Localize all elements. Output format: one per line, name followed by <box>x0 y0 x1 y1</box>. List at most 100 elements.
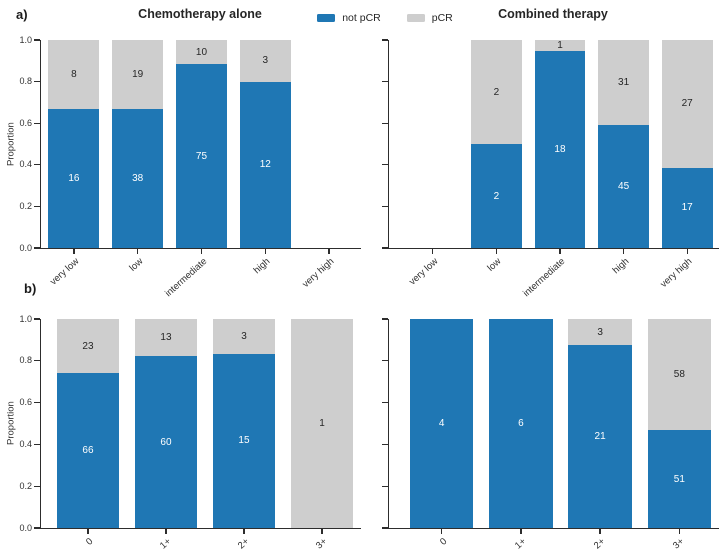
x-tick <box>328 248 330 254</box>
x-tick-label: 3+ <box>313 536 330 551</box>
bar-intermediate: 10 75 <box>175 40 227 248</box>
legend-swatch-pcr <box>406 14 425 22</box>
legend-item-pcr: pCR <box>406 12 453 24</box>
segment-not-pcr: 66 <box>56 373 120 528</box>
x-tick <box>440 528 443 534</box>
plot-chemotherapy-risk-groups: 0.0 0.2 0.4 0.6 0.8 1.0 Proportion very low 8 16 l… <box>6 35 361 299</box>
x-tick <box>495 248 498 254</box>
segment-pcr: 31 <box>598 40 650 125</box>
legend: not pCR pCR <box>295 12 475 24</box>
segment-pcr: 23 <box>56 319 120 373</box>
x-tick <box>243 528 245 534</box>
bar-high: 31 45 <box>598 40 650 248</box>
bar-very-high: 27 17 <box>661 40 713 248</box>
y-axis-title: Proportion <box>5 401 17 446</box>
x-tick <box>678 528 681 534</box>
x-tick-label: high <box>251 256 273 277</box>
y-tick <box>381 80 388 83</box>
segment-not-pcr: 21 <box>568 345 632 528</box>
x-tick-label: 0 <box>84 536 96 548</box>
y-tick-label: 0.6 <box>19 117 32 128</box>
x-tick-label: low <box>485 256 504 274</box>
x-tick-label: very high <box>658 256 695 290</box>
bar-1+: 6 <box>489 319 553 528</box>
bar-3+: 58 51 <box>647 319 712 528</box>
y-tick <box>33 443 40 446</box>
segment-not-pcr: 45 <box>598 124 650 248</box>
y-tick-label: 0.8 <box>19 76 32 87</box>
segment-pcr: 3 <box>239 40 291 82</box>
segment-pcr: 10 <box>175 40 227 65</box>
y-tick <box>381 360 388 362</box>
segment-not-pcr: 6 <box>489 319 553 528</box>
x-tick-label: intermediate <box>162 256 209 300</box>
x-tick-label: intermediate <box>521 256 568 300</box>
y-axis-title: Proportion <box>5 122 17 166</box>
bar-0: 4 <box>409 319 474 528</box>
bar-low: 19 38 <box>112 40 164 248</box>
segment-not-pcr: 51 <box>647 430 712 528</box>
y-tick-label: 0.2 <box>19 200 32 211</box>
x-tick <box>520 528 522 534</box>
legend-item-not-pcr: not pCR <box>317 12 381 24</box>
title-combined-therapy: Combined therapy <box>498 7 608 21</box>
panel-label-a: a) <box>16 7 28 22</box>
x-tick-label: very low <box>406 256 441 288</box>
y-tick-label: 0.6 <box>19 397 32 408</box>
bar-0: 23 66 <box>56 319 120 528</box>
plot-combined-risk-groups: very low low 2 2 intermediate 1 18 high 31 45 very… <box>381 39 719 299</box>
x-tick-label: very high <box>300 256 337 290</box>
x-tick-label: 2+ <box>235 536 252 551</box>
segment-not-pcr: 75 <box>175 64 227 248</box>
y-tick-label: 0.8 <box>19 355 32 366</box>
plot-combined-nodes: 0 4 1+ 6 2+ 3 21 3+ 58 51 <box>381 318 719 551</box>
x-tick <box>165 528 167 534</box>
y-tick <box>33 485 40 487</box>
y-tick-label: 0.0 <box>19 522 32 533</box>
bar-2+: 3 15 <box>212 319 276 528</box>
x-tick-label: 0 <box>437 536 449 548</box>
segment-pcr: 1 <box>290 319 354 528</box>
y-tick-label: 0.4 <box>19 438 32 449</box>
segment-not-pcr: 18 <box>534 50 586 248</box>
segment-pcr: 3 <box>568 319 632 346</box>
y-tick <box>33 122 40 124</box>
y-tick <box>33 247 40 249</box>
y-tick <box>33 80 40 83</box>
x-tick-label: 3+ <box>671 536 687 551</box>
y-tick <box>381 485 388 487</box>
y-tick <box>33 527 40 529</box>
segment-not-pcr: 16 <box>48 109 100 248</box>
x-tick <box>686 248 688 254</box>
segment-pcr: 58 <box>647 319 712 431</box>
bar-high: 3 12 <box>239 40 291 248</box>
y-tick <box>381 247 388 249</box>
x-tick <box>200 248 203 254</box>
x-tick-label: 2+ <box>592 536 608 551</box>
bar-3+: 1 <box>290 319 354 528</box>
y-tick <box>381 443 388 446</box>
segment-pcr: 19 <box>112 40 164 110</box>
segment-pcr: 3 <box>212 319 276 354</box>
legend-swatch-not-pcr <box>317 14 336 22</box>
y-tick-label: 0.2 <box>19 480 32 491</box>
segment-pcr: 27 <box>661 40 713 168</box>
x-tick-label: high <box>610 256 631 277</box>
y-tick-label: 0.0 <box>19 242 32 253</box>
y-tick-label: 1.0 <box>19 313 32 324</box>
y-tick <box>33 39 40 41</box>
x-tick <box>87 528 89 534</box>
x-tick <box>73 248 75 254</box>
segment-not-pcr: 15 <box>212 353 276 528</box>
x-tick <box>622 248 625 254</box>
y-tick <box>33 205 40 208</box>
y-tick <box>33 164 40 166</box>
segment-not-pcr: 60 <box>134 356 198 528</box>
x-tick <box>137 248 139 254</box>
segment-not-pcr: 17 <box>661 167 713 248</box>
y-tick <box>381 205 388 208</box>
segment-pcr: 8 <box>48 40 100 110</box>
y-tick <box>33 360 40 362</box>
x-tick <box>321 528 323 534</box>
